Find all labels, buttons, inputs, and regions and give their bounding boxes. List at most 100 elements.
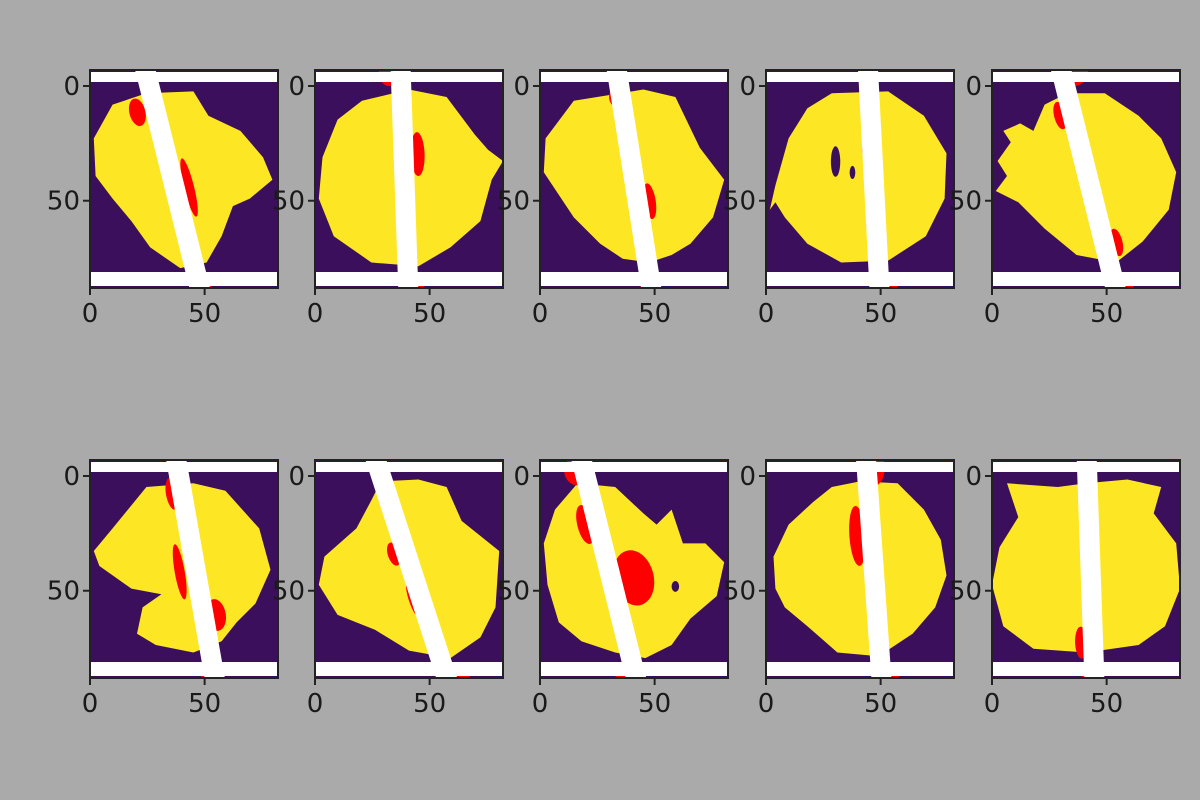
overlap-region (180, 158, 198, 217)
mask-blob (769, 91, 947, 263)
subplot-6: 0 50 0 50 (47, 459, 279, 719)
subplot-1: 0 50 0 50 (47, 69, 279, 329)
y-tick-label: 0 (288, 72, 305, 102)
x-tick-label: 0 (532, 689, 549, 719)
y-tick-label: 50 (497, 577, 530, 607)
x-tick-label: 0 (984, 689, 1001, 719)
top-band (992, 462, 1180, 472)
white-line (1076, 460, 1105, 678)
y-tick-label: 50 (47, 577, 80, 607)
white-line (606, 70, 662, 288)
subplot-3: 0 50 0 50 (497, 69, 729, 329)
x-tick-label: 50 (864, 299, 897, 329)
x-tick-label: 50 (1090, 299, 1123, 329)
bottom-band (540, 272, 728, 286)
y-tick-label: 0 (513, 72, 530, 102)
axes-frame (991, 69, 1181, 289)
y-tick-label: 50 (272, 187, 305, 217)
mask-hole (849, 165, 856, 180)
image-area (315, 460, 503, 678)
y-tick-label: 50 (949, 187, 982, 217)
y-tick-label: 50 (272, 577, 305, 607)
white-line (571, 460, 647, 678)
bottom-band (766, 662, 954, 676)
x-tick-label: 50 (638, 689, 671, 719)
image-area (90, 460, 278, 678)
x-tick-label: 0 (307, 689, 324, 719)
axes-frame (539, 459, 729, 679)
mask-blob (773, 481, 947, 657)
x-tick-label: 50 (638, 299, 671, 329)
axes-frame (539, 69, 729, 289)
image-area (992, 70, 1180, 288)
overlap-region (128, 98, 146, 127)
white-line (1050, 70, 1126, 288)
axes-frame (89, 459, 279, 679)
y-tick-label: 0 (63, 462, 80, 492)
x-tick-label: 0 (532, 299, 549, 329)
image-area (90, 70, 278, 288)
mask-hole (830, 146, 841, 177)
top-band (540, 462, 728, 472)
overlap-region (172, 544, 187, 600)
x-tick-label: 0 (758, 299, 775, 329)
x-tick-label: 50 (188, 299, 221, 329)
image-area (540, 460, 728, 678)
subplot-5: 0 50 0 50 (949, 69, 1181, 329)
bottom-band (315, 272, 503, 286)
y-tick-label: 50 (723, 187, 756, 217)
mask-hole (671, 580, 680, 592)
white-line (390, 70, 419, 288)
white-line (856, 460, 892, 678)
image-area (540, 70, 728, 288)
y-tick-label: 0 (965, 72, 982, 102)
bottom-band (90, 662, 278, 676)
y-tick-label: 50 (47, 187, 80, 217)
y-tick-label: 50 (723, 577, 756, 607)
top-band (540, 72, 728, 82)
bottom-band (766, 272, 954, 286)
x-tick-label: 0 (307, 299, 324, 329)
white-line (135, 70, 211, 288)
white-line (365, 460, 458, 678)
x-tick-label: 50 (864, 689, 897, 719)
x-tick-label: 50 (188, 689, 221, 719)
bottom-band (540, 662, 728, 676)
overlap-region (410, 132, 425, 177)
y-tick-label: 50 (497, 187, 530, 217)
subplot-8: 0 50 0 50 (497, 459, 729, 719)
axes-frame (89, 69, 279, 289)
axes-frame (991, 459, 1181, 679)
image-area (315, 70, 503, 288)
bottom-band (992, 662, 1180, 676)
top-band (766, 72, 954, 82)
y-tick-label: 50 (949, 577, 982, 607)
top-band (315, 462, 503, 472)
top-band (315, 72, 503, 82)
x-tick-label: 0 (82, 689, 99, 719)
subplot-2: 0 50 0 50 (272, 69, 504, 329)
x-tick-label: 50 (413, 299, 446, 329)
top-band (90, 72, 278, 82)
subplot-9: 0 50 0 50 (723, 459, 955, 719)
y-tick-label: 0 (513, 462, 530, 492)
bottom-band (90, 272, 278, 286)
x-tick-label: 50 (413, 689, 446, 719)
axes-frame (314, 459, 504, 679)
y-tick-label: 0 (739, 72, 756, 102)
axes-frame (314, 69, 504, 289)
y-tick-label: 0 (63, 72, 80, 102)
subplot-7: 0 50 0 50 (272, 459, 504, 719)
white-line (166, 460, 225, 678)
x-tick-label: 50 (1090, 689, 1123, 719)
x-tick-label: 0 (82, 299, 99, 329)
top-band (992, 72, 1180, 82)
x-tick-label: 0 (984, 299, 1001, 329)
image-area (992, 460, 1180, 678)
top-band (766, 462, 954, 472)
bottom-band (315, 662, 503, 676)
axes-frame (765, 69, 955, 289)
x-tick-label: 0 (758, 689, 775, 719)
y-tick-label: 0 (965, 462, 982, 492)
